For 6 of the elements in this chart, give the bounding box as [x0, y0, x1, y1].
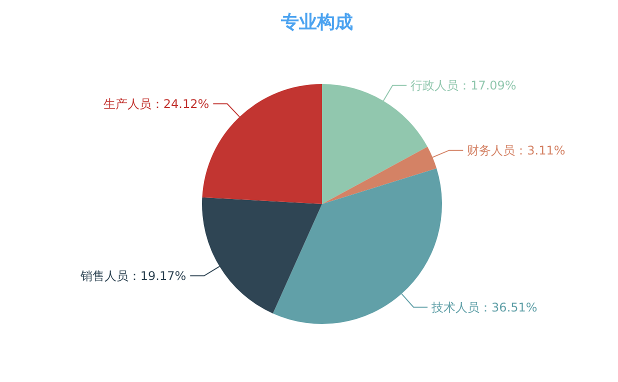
- slice-label: 技术人员：36.51%: [430, 300, 538, 314]
- slice-label: 生产人员：24.12%: [103, 96, 210, 111]
- slice-label: 销售人员：19.17%: [79, 268, 186, 283]
- slice-label: 财务人员：3.11%: [467, 143, 566, 158]
- chart-title: 专业构成: [280, 12, 353, 33]
- slice-label: 行政人员：17.09%: [410, 78, 516, 92]
